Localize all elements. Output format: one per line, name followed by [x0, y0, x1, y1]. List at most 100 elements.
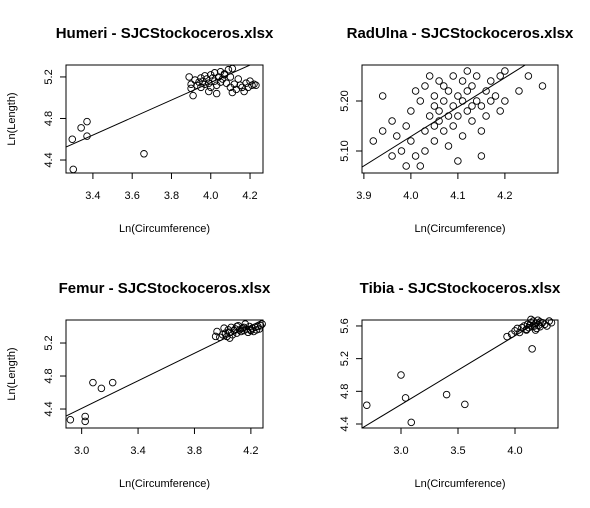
point: [487, 77, 495, 85]
point: [68, 135, 77, 143]
point: [238, 83, 246, 92]
point: [81, 417, 89, 426]
point: [472, 72, 481, 80]
y-tick-label: 5.2: [339, 351, 351, 366]
point: [421, 82, 429, 90]
panel: Humeri - SJCStockoceros.xlsx Ln(Circumfer…: [6, 25, 274, 235]
point: [226, 73, 235, 81]
point: [435, 117, 443, 125]
x-tick-label: 3.6: [125, 190, 140, 202]
point: [189, 91, 197, 100]
point: [407, 107, 415, 115]
point: [440, 97, 448, 105]
point: [501, 97, 509, 105]
point: [224, 65, 233, 74]
point: [397, 147, 406, 155]
point: [185, 73, 193, 81]
point: [454, 112, 462, 120]
point: [482, 112, 490, 120]
point: [234, 75, 243, 83]
point: [496, 72, 504, 80]
point: [248, 81, 256, 89]
point: [210, 69, 219, 77]
x-tick-label: 3.4: [130, 445, 145, 457]
point: [515, 328, 524, 337]
point: [201, 80, 209, 88]
point: [407, 418, 416, 427]
x-axis-label: Ln(Circumference): [119, 478, 210, 490]
point: [220, 70, 229, 78]
x-tick-label: 4.2: [242, 190, 257, 202]
point: [522, 326, 531, 334]
point: [211, 332, 220, 341]
point: [402, 122, 410, 130]
point: [89, 378, 97, 387]
point: [108, 378, 117, 387]
point: [477, 127, 486, 135]
y-axis-label: Ln(Length): [6, 92, 18, 145]
x-tick-label: 3.5: [450, 445, 465, 457]
point: [416, 97, 425, 105]
point: [454, 157, 462, 165]
plot-box: [65, 319, 264, 429]
point: [187, 84, 195, 93]
x-tick-label: 3.9: [356, 190, 371, 202]
chart-title: Femur - SJCStockoceros.xlsx: [59, 280, 271, 297]
fit-line: [362, 320, 543, 428]
point: [458, 77, 467, 85]
point: [388, 117, 396, 125]
point: [393, 132, 401, 140]
point: [536, 318, 544, 326]
point: [252, 81, 260, 89]
point: [496, 107, 504, 115]
point: [463, 67, 472, 75]
point: [421, 147, 429, 155]
point: [477, 152, 486, 160]
plot-box: [65, 64, 264, 174]
point: [187, 80, 195, 88]
point: [458, 132, 467, 140]
point: [425, 112, 434, 120]
point: [205, 87, 213, 96]
y-tick-label: 5.10: [339, 140, 351, 161]
point: [444, 112, 453, 120]
point: [435, 107, 443, 115]
point: [240, 87, 248, 96]
point: [468, 102, 476, 110]
point: [491, 92, 500, 100]
point: [444, 142, 453, 150]
point: [240, 323, 248, 332]
point: [97, 384, 106, 393]
x-tick-label: 4.2: [497, 190, 512, 202]
point: [449, 102, 457, 110]
chart-title: Tibia - SJCStockoceros.xlsx: [360, 280, 561, 297]
point: [66, 415, 75, 424]
point: [140, 150, 148, 158]
point: [250, 80, 258, 88]
point: [430, 102, 439, 110]
point: [430, 122, 439, 130]
point: [511, 327, 519, 335]
x-axis-label: Ln(Circumference): [414, 478, 505, 490]
y-tick-label: 4.4: [43, 401, 55, 416]
point: [440, 127, 448, 135]
y-tick-label: 4.4: [339, 416, 351, 431]
point: [468, 82, 476, 90]
point: [218, 75, 227, 83]
point: [430, 137, 439, 145]
x-tick-label: 3.8: [164, 190, 179, 202]
x-tick-label: 4.0: [203, 190, 218, 202]
point: [461, 400, 469, 409]
point: [234, 321, 242, 330]
x-tick-label: 3.4: [85, 190, 100, 202]
x-tick-label: 4.2: [243, 445, 258, 457]
x-tick-label: 4.1: [450, 190, 465, 202]
panel: Tibia - SJCStockoceros.xlsx Ln(Circumfere…: [339, 280, 561, 490]
y-tick-label: 4.8: [43, 368, 55, 383]
point: [524, 72, 533, 80]
x-axis-label: Ln(Circumference): [414, 223, 505, 235]
chart-title: RadUlna - SJCStockoceros.xlsx: [347, 25, 574, 42]
y-tick-label: 4.8: [43, 111, 55, 126]
point: [363, 401, 371, 409]
